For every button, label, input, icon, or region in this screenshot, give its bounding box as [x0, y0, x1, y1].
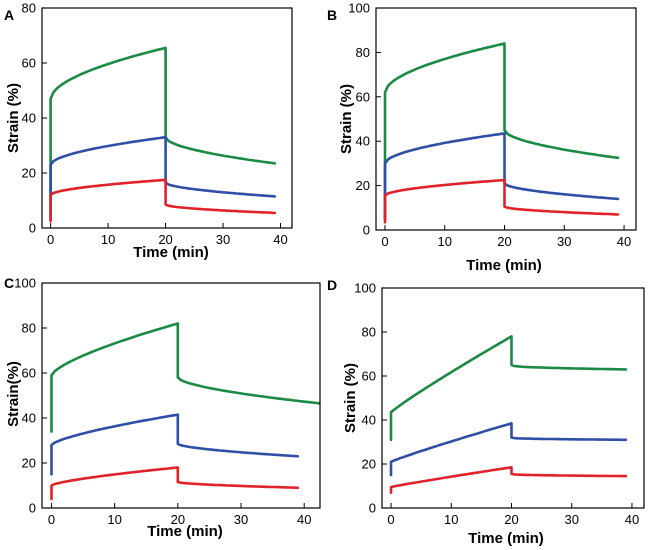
- y-tick-label: 100: [14, 276, 36, 291]
- series-red-line: [50, 466, 300, 501]
- panel-b: B Strain (%) Time (min) 0 20 40 60 80 100 0 10 2…: [327, 1, 637, 274]
- plot-frame: [381, 287, 645, 509]
- x-tick-label: 0: [47, 232, 54, 247]
- x-axis-title: Time (min): [133, 244, 209, 261]
- y-tick-label: 0: [369, 501, 376, 516]
- x-tick-label: 30: [557, 234, 571, 249]
- panel-letter: C: [4, 275, 14, 291]
- series-green-line: [383, 42, 620, 221]
- y-tick-label: 80: [22, 1, 36, 16]
- x-tick-label: 40: [297, 512, 311, 527]
- y-tick-label: 40: [22, 411, 36, 426]
- y-tick-label: 40: [22, 111, 36, 126]
- panel-d: D Strain (%) Time (min) 0 20 40 60 80 100 0 10 2…: [327, 277, 645, 547]
- series-green-line: [389, 335, 628, 442]
- x-axis-title: Time (min): [468, 530, 544, 547]
- y-tick-label: 60: [356, 89, 370, 104]
- x-tick-label: 40: [625, 512, 639, 527]
- y-tick-label: 80: [362, 325, 376, 340]
- y-tick-label: 20: [356, 178, 370, 193]
- panel-letter: A: [4, 7, 14, 23]
- panel-a: A Strain (%) Time (min) 0 20 40 60 80 0 10 20 30…: [4, 1, 293, 261]
- x-tick-label: 0: [381, 234, 388, 249]
- x-tick-label: 30: [234, 512, 248, 527]
- series-red-line: [389, 466, 628, 494]
- series-blue-line: [49, 136, 277, 219]
- series-green-line: [49, 46, 277, 222]
- y-tick-label: 60: [22, 366, 36, 381]
- y-tick-label: 80: [356, 45, 370, 60]
- y-tick-label: 0: [29, 221, 36, 236]
- x-axis-title: Time (min): [147, 523, 223, 540]
- y-tick-label: 100: [348, 1, 370, 16]
- x-axis-title: Time (min): [466, 257, 542, 274]
- x-tick-label: 20: [497, 234, 511, 249]
- series-red-line: [383, 178, 620, 224]
- x-tick-label: 40: [273, 232, 287, 247]
- y-tick-label: 20: [22, 166, 36, 181]
- panel-c: C Strain(%) Time (min) 0 20 40 60 80 100 0 10 20…: [4, 275, 321, 540]
- x-tick-label: 30: [216, 232, 230, 247]
- x-tick-label: 10: [107, 512, 121, 527]
- series-red-line: [49, 178, 277, 223]
- series-blue-line: [389, 422, 628, 477]
- y-tick-label: 100: [354, 281, 376, 296]
- plot-frame: [41, 282, 321, 509]
- panel-letter: B: [327, 7, 337, 23]
- x-tick-label: 30: [564, 512, 578, 527]
- y-tick-label: 0: [363, 223, 370, 238]
- y-tick-label: 40: [362, 413, 376, 428]
- x-tick-label: 20: [171, 512, 185, 527]
- y-tick-label: 60: [22, 56, 36, 71]
- y-axis-title: Strain(%): [5, 361, 22, 427]
- x-tick-label: 0: [48, 512, 55, 527]
- y-axis-title: Strain (%): [342, 363, 359, 433]
- y-tick-label: 80: [22, 321, 36, 336]
- plot-frame: [375, 7, 637, 231]
- y-tick-label: 0: [29, 501, 36, 516]
- x-tick-label: 40: [617, 234, 631, 249]
- y-tick-label: 60: [362, 369, 376, 384]
- y-tick-label: 20: [362, 457, 376, 472]
- x-tick-label: 10: [101, 232, 115, 247]
- series-blue-line: [383, 132, 620, 221]
- y-tick-label: 20: [22, 456, 36, 471]
- panel-letter: D: [327, 277, 337, 293]
- x-tick-label: 20: [504, 512, 518, 527]
- y-axis-title: Strain (%): [338, 84, 355, 154]
- y-tick-label: 40: [356, 134, 370, 149]
- y-axis-title: Strain (%): [5, 83, 22, 153]
- x-tick-label: 0: [387, 512, 394, 527]
- series-blue-line: [50, 413, 300, 476]
- x-tick-label: 10: [438, 234, 452, 249]
- x-tick-label: 20: [158, 232, 172, 247]
- x-tick-label: 10: [444, 512, 458, 527]
- series-green-line: [50, 322, 320, 433]
